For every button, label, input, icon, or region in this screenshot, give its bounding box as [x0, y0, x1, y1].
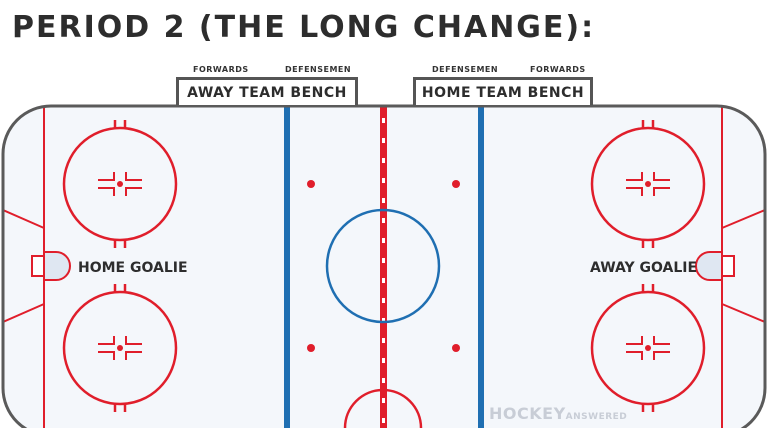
home-goalie-label: HOME GOALIE — [78, 260, 188, 276]
right-blue-line — [478, 106, 484, 428]
home-defensemen-caption: DEFENSEMEN — [432, 65, 499, 74]
away-goalie-label: AWAY GOALIE — [590, 260, 698, 276]
left-goal-net — [31, 255, 45, 277]
logo-text-hockey: HOCKEY — [489, 404, 566, 423]
right-goal-crease — [695, 251, 723, 281]
left-blue-line — [284, 106, 290, 428]
rink-markings — [3, 106, 765, 428]
center-circle — [325, 208, 441, 324]
away-defensemen-caption: DEFENSEMEN — [285, 65, 352, 74]
left-goal-crease — [43, 251, 71, 281]
away-forwards-caption: FORWARDS — [193, 65, 249, 74]
logo-text-answered: ANSWERED — [565, 412, 628, 422]
away-team-bench: AWAY TEAM BENCH — [176, 77, 358, 105]
page-title: PERIOD 2 (THE LONG CHANGE): — [12, 10, 596, 45]
right-top-faceoff-circle — [590, 120, 706, 248]
left-bottom-faceoff-circle — [62, 284, 178, 412]
rink-boards — [1, 104, 767, 428]
right-goal-net — [721, 255, 735, 277]
right-bottom-faceoff-circle — [590, 284, 706, 412]
home-forwards-caption: FORWARDS — [530, 65, 586, 74]
center-red-line — [380, 106, 387, 428]
home-team-bench: HOME TEAM BENCH — [413, 77, 593, 105]
referee-crease — [343, 388, 423, 428]
left-top-faceoff-circle — [62, 120, 178, 248]
hockeyanswered-logo: HOCKEYANSWERED — [489, 404, 627, 423]
